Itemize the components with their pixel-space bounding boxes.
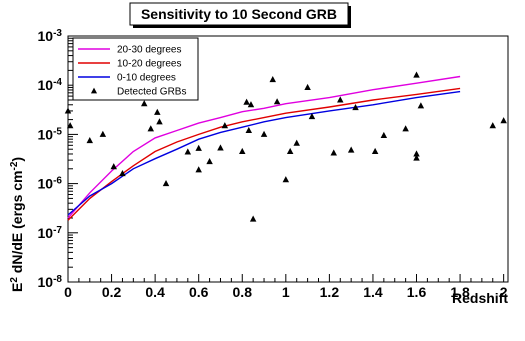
grb-point: [293, 139, 300, 146]
legend-items: 20-30 degrees 10-20 degrees 0-10 degrees De…: [78, 45, 186, 98]
x-tick-label: 0.4: [145, 284, 165, 300]
grb-point: [140, 100, 148, 107]
legend-label: 0-10 degrees: [117, 73, 176, 84]
grb-point: [352, 104, 359, 111]
grb-point: [245, 126, 253, 134]
chart-title: Sensitivity to 10 Second GRB: [141, 6, 337, 22]
grb-point: [217, 144, 224, 151]
grb-point: [337, 96, 344, 103]
series-layer: [67, 75, 461, 221]
title-box: [129, 2, 349, 26]
grb-point: [184, 148, 192, 155]
series-line-10-20-degrees: [67, 87, 461, 221]
grb-point: [195, 144, 202, 151]
x-axis-ticks: 0 0.2 0.4 0.6 0.8 1 1.2 1.4 1.6 1.8 2: [64, 274, 508, 300]
y-tick-label: 10-6: [38, 175, 63, 192]
grb-point: [239, 147, 246, 154]
grb-point: [500, 117, 507, 124]
x-tick-label: 1.2: [320, 284, 340, 300]
grb-point: [286, 147, 294, 154]
legend-label: 20-30 degrees: [117, 45, 182, 56]
y-tick-label: 10-5: [38, 126, 63, 143]
grb-point: [273, 98, 281, 105]
x-axis-label: Redshift: [452, 290, 508, 306]
x-tick-label: 1.4: [363, 284, 383, 300]
grb-point: [66, 122, 74, 129]
grb-point: [64, 107, 72, 114]
grb-points-layer: [64, 71, 507, 222]
grb-point: [380, 131, 388, 139]
series-line-20-30-degrees: [67, 75, 461, 219]
y-axis-label: E2 dN/dE (ergs cm-2): [9, 157, 26, 292]
grb-point: [304, 83, 311, 90]
grb-point: [282, 176, 290, 183]
y-axis-ticks: 10-3 10-4 10-5 10-6 10-7 10-8: [38, 28, 78, 291]
grb-point: [413, 150, 420, 157]
grb-point: [162, 180, 170, 187]
grb-point: [308, 113, 316, 120]
grb-point: [147, 125, 155, 132]
legend-label: Detected GRBs: [117, 87, 186, 98]
x-tick-label: 1.8: [450, 284, 470, 300]
grb-point: [206, 157, 213, 165]
y-tick-label: 10-7: [38, 224, 63, 241]
x-tick-label: 0: [64, 284, 72, 300]
grb-point: [247, 101, 255, 108]
grb-point: [413, 154, 420, 161]
grb-point: [489, 122, 496, 129]
grb-point: [413, 71, 420, 78]
x-tick-label: 0.6: [189, 284, 209, 300]
grb-point: [249, 215, 257, 222]
grb-point: [347, 146, 355, 153]
x-tick-label: 0.8: [233, 284, 253, 300]
series-line-0-10-degrees: [67, 90, 461, 216]
legend-label: 10-20 degrees: [117, 59, 182, 70]
x-tick-label: 0.2: [102, 284, 122, 300]
grb-point: [260, 130, 268, 137]
y-tick-label: 10-8: [38, 274, 63, 291]
grb-point: [119, 169, 126, 177]
legend-marker: [90, 87, 98, 94]
grb-point: [154, 108, 161, 115]
grb-point: [195, 166, 202, 173]
grb-point: [110, 163, 117, 170]
grb-point: [371, 147, 379, 154]
x-tick-label: 1: [282, 284, 290, 300]
grb-point: [402, 125, 409, 132]
grb-point: [86, 136, 94, 144]
x-tick-label: 2: [500, 284, 508, 300]
x-tick-label: 1.6: [407, 284, 427, 300]
grb-point: [417, 102, 425, 109]
grb-point: [99, 130, 107, 137]
grb-point: [330, 149, 337, 156]
grb-point: [243, 98, 250, 105]
y-tick-label: 10-4: [38, 77, 63, 94]
y-tick-label: 10-3: [38, 28, 63, 45]
grb-point: [269, 75, 276, 83]
legend: 20-30 degrees 10-20 degrees 0-10 degrees De…: [72, 37, 199, 101]
grb-point: [221, 122, 229, 129]
plot-frame: [67, 35, 509, 283]
grb-point: [156, 118, 163, 125]
